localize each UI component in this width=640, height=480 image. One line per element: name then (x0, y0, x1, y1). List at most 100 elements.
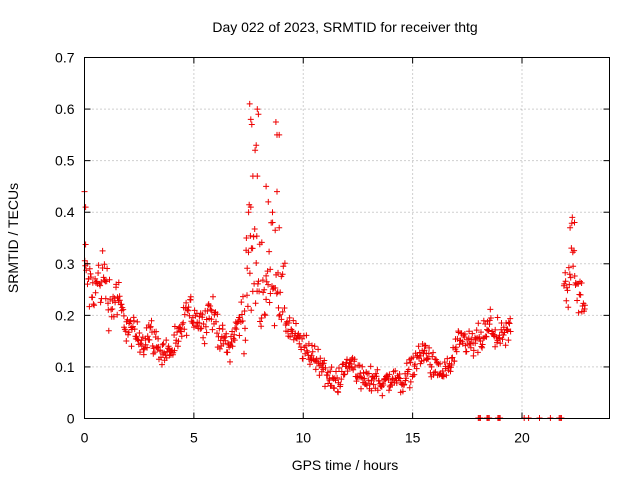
data-point (146, 336, 153, 343)
data-point (98, 279, 105, 285)
data-point (572, 279, 579, 286)
data-point (483, 333, 490, 340)
y-tick-label: 0 (67, 411, 75, 427)
data-point (285, 320, 292, 326)
data-point (242, 325, 248, 332)
data-point (245, 249, 252, 256)
data-point (256, 288, 263, 295)
data-point (290, 317, 297, 324)
data-point (116, 297, 123, 304)
data-point (187, 293, 194, 300)
data-point (281, 305, 288, 311)
data-point (95, 270, 102, 276)
data-point (449, 354, 456, 361)
data-point (296, 334, 302, 341)
data-point (207, 306, 214, 313)
data-point (415, 343, 422, 350)
data-point (184, 306, 191, 313)
data-point (333, 368, 339, 375)
data-point (399, 388, 406, 395)
data-point (136, 330, 143, 336)
data-point (278, 316, 285, 323)
data-point (567, 274, 574, 281)
data-point (300, 355, 306, 362)
data-point (425, 350, 432, 357)
plot-frame (84, 57, 610, 419)
data-point (241, 350, 247, 357)
data-point (428, 363, 435, 370)
data-point (312, 366, 319, 373)
data-point (425, 356, 432, 362)
data-point (309, 342, 315, 349)
data-point (236, 314, 243, 321)
data-point (95, 262, 102, 269)
data-point (241, 308, 248, 314)
data-point (492, 343, 499, 350)
data-point (181, 326, 188, 333)
data-point (144, 333, 151, 340)
data-point (266, 299, 273, 306)
data-point (575, 309, 582, 316)
data-point (407, 378, 414, 385)
data-point (247, 116, 254, 123)
data-point (147, 323, 154, 330)
data-point (431, 369, 437, 376)
data-point (363, 382, 370, 389)
data-point (472, 340, 479, 347)
data-point (236, 332, 243, 339)
data-point (328, 364, 335, 371)
data-point (176, 324, 183, 331)
data-point (492, 326, 499, 333)
data-point (366, 380, 373, 387)
data-point (380, 382, 387, 388)
data-point (267, 290, 274, 297)
y-tick-label: 0.4 (55, 204, 75, 220)
data-point (304, 349, 311, 356)
data-point (200, 334, 207, 341)
data-point (255, 278, 262, 285)
data-point (272, 285, 279, 291)
data-point (133, 333, 140, 340)
data-point (277, 289, 284, 296)
data-point (86, 265, 93, 272)
y-axis-label: SRMTID / TECUs (5, 183, 21, 293)
data-point (316, 372, 323, 379)
x-tick-label: 15 (405, 430, 421, 446)
data-point (437, 360, 444, 367)
data-point (208, 316, 215, 323)
data-point (448, 362, 455, 368)
data-point (505, 337, 512, 344)
data-point (359, 363, 366, 370)
data-point (223, 330, 230, 337)
data-point (110, 313, 117, 320)
data-point (240, 293, 246, 300)
data-point (249, 245, 256, 252)
data-point (571, 247, 578, 254)
data-point (365, 370, 372, 377)
data-point (263, 296, 270, 303)
data-point (159, 361, 165, 368)
data-point (504, 327, 511, 334)
data-point (487, 315, 494, 321)
data-point (303, 332, 310, 339)
data-point (344, 368, 351, 375)
data-point (106, 276, 113, 283)
data-point (253, 233, 260, 240)
data-point (183, 299, 190, 306)
data-point (186, 312, 193, 319)
data-point (421, 342, 428, 349)
data-point (247, 204, 254, 211)
data-point (120, 312, 127, 319)
x-axis-label: GPS time / hours (292, 457, 399, 473)
data-point (114, 311, 121, 318)
data-point (134, 318, 141, 325)
data-point (123, 338, 130, 344)
data-point (324, 372, 331, 379)
data-point (430, 349, 437, 356)
data-point (82, 241, 89, 248)
data-point (494, 314, 501, 321)
data-point (361, 375, 368, 382)
data-point (322, 364, 329, 371)
data-point (322, 383, 328, 390)
data-point (227, 358, 233, 365)
